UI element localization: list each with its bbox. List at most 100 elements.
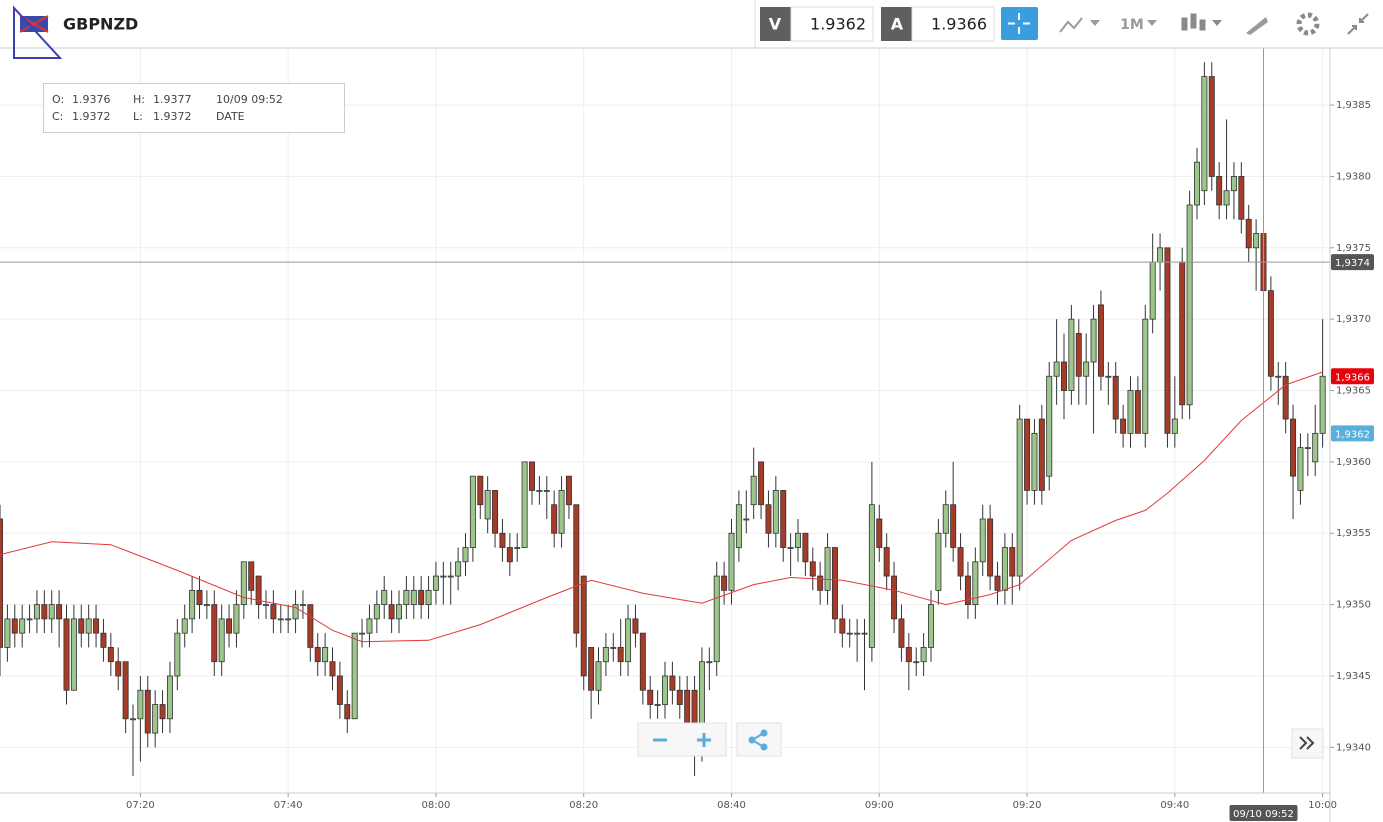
candle-body — [735, 504, 742, 548]
collapse-button[interactable] — [1347, 13, 1369, 35]
candle-body — [1090, 318, 1097, 363]
candle-body — [166, 675, 173, 720]
candle-body — [721, 575, 728, 591]
draw-button[interactable] — [1246, 17, 1268, 35]
candle-body — [440, 575, 447, 578]
candle-body — [920, 647, 927, 663]
candle-body — [1179, 261, 1186, 406]
candle-body — [772, 490, 779, 534]
candle-body — [93, 618, 100, 634]
candle-body — [78, 618, 85, 634]
candle-body — [0, 518, 3, 648]
candle-body — [1194, 161, 1200, 206]
crosshair-price-tag — [1331, 254, 1374, 271]
candle-body — [1024, 418, 1031, 491]
candles — [0, 62, 1326, 776]
candle-body — [1208, 76, 1215, 177]
chart-type-button[interactable] — [1059, 17, 1100, 33]
header — [0, 0, 1383, 48]
crosshair-button[interactable] — [1001, 7, 1038, 40]
x-tick-label: 10:00 — [1308, 800, 1337, 811]
candle-body — [144, 689, 151, 734]
candle-body — [1083, 361, 1090, 377]
sell-button[interactable] — [760, 7, 791, 41]
candle-body — [1253, 233, 1260, 249]
settings-button[interactable] — [1296, 12, 1320, 36]
ohlc-value: 1.9376 — [72, 93, 111, 106]
candle-body — [787, 547, 794, 549]
scroll-button[interactable] — [1291, 728, 1324, 759]
candle-body — [425, 589, 432, 606]
timeframe[interactable]: 1M — [1120, 17, 1144, 33]
candle-body — [1061, 361, 1067, 391]
candle-body — [595, 661, 602, 691]
candle-body — [85, 618, 92, 634]
candle-body — [1016, 418, 1023, 577]
sell-label: V — [769, 15, 782, 34]
candle-body — [33, 604, 40, 620]
share-button[interactable] — [736, 722, 782, 757]
candle-body — [662, 675, 668, 705]
candle-body — [758, 461, 765, 506]
x-tick-label: 08:00 — [422, 800, 451, 811]
candle-body — [4, 618, 11, 648]
ohlc-label: O: — [52, 93, 64, 106]
candle-body — [706, 661, 713, 664]
candle-body — [883, 547, 890, 577]
candle-body — [610, 647, 617, 649]
candle-body — [336, 675, 343, 705]
candle-body — [11, 618, 18, 634]
candle-body — [1120, 418, 1127, 434]
candle-body — [1053, 361, 1060, 377]
candle-body — [189, 589, 196, 620]
x-tick-label: 08:20 — [569, 800, 598, 811]
candle-body — [70, 618, 77, 691]
y-tick-label: 1,9360 — [1336, 457, 1371, 468]
candle-body — [1038, 418, 1045, 491]
candle-body — [299, 604, 306, 607]
candle-body — [831, 547, 838, 620]
candle-body — [868, 504, 875, 648]
timeframe-arrow[interactable] — [1147, 20, 1157, 26]
candle-body — [432, 575, 439, 591]
candle-body — [632, 618, 639, 634]
candle-body — [935, 532, 942, 591]
y-tick-label: 1,9385 — [1336, 100, 1371, 111]
y-tick-label: 1,9370 — [1336, 314, 1371, 325]
candle-type-button[interactable] — [1181, 13, 1222, 31]
candle-body — [987, 518, 994, 577]
candle-body — [181, 618, 188, 634]
candle-body — [514, 547, 521, 549]
candle-body — [795, 532, 801, 548]
candle-body — [410, 589, 417, 606]
x-tick-label: 09:20 — [1013, 800, 1042, 811]
candle-body — [1127, 390, 1134, 434]
buy-button[interactable] — [881, 7, 912, 41]
price-tag-label: 1,9362 — [1335, 429, 1370, 440]
candle-body — [1171, 418, 1178, 434]
candle-body — [462, 547, 469, 563]
candle-body — [1157, 247, 1164, 263]
candle-body — [979, 518, 986, 563]
candle-body — [817, 575, 824, 591]
candle-body — [270, 604, 277, 620]
zoom-in[interactable] — [697, 733, 711, 747]
candle-body — [484, 490, 491, 520]
price-tag-label: 1,9366 — [1335, 372, 1370, 383]
candle-body — [1275, 375, 1282, 378]
x-tick-label: 07:40 — [274, 800, 303, 811]
moving-average — [0, 371, 1323, 643]
candle-body — [1245, 218, 1252, 249]
candle-body — [536, 490, 543, 492]
candle-body — [1290, 418, 1297, 477]
candle-body — [403, 589, 410, 606]
candle-body — [521, 461, 528, 548]
candle-body — [1282, 375, 1289, 420]
candle-body — [861, 632, 868, 635]
candle-body — [1238, 176, 1245, 220]
buy-price-box — [911, 6, 995, 42]
grid: 1,9340 1,9345 1,9350 1,9355 1,9360 1,9365 1,93… — [0, 48, 1371, 811]
candle-body — [248, 561, 255, 591]
candle-body — [381, 589, 388, 606]
